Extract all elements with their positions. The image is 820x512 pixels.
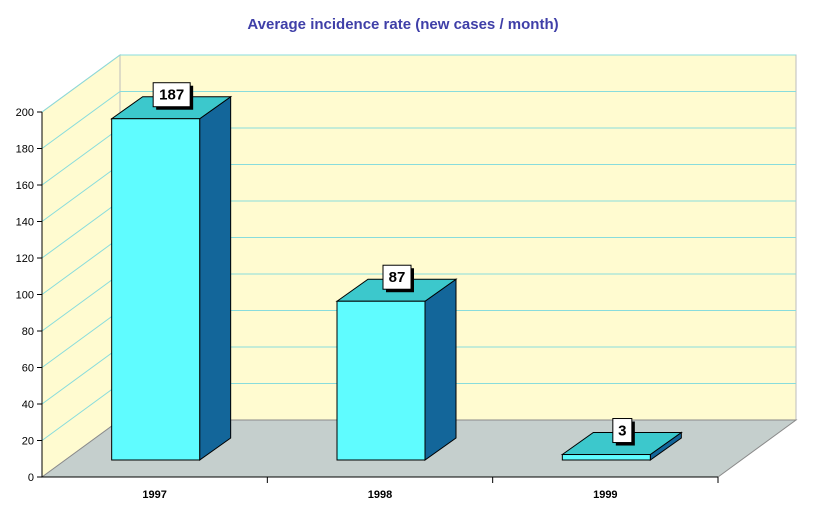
bar-front — [561, 454, 651, 461]
gridline — [41, 54, 796, 113]
gridline — [41, 91, 796, 149]
bar — [110, 95, 233, 461]
y-tick-label: 100 — [16, 290, 34, 302]
x-tick-label: 1999 — [593, 489, 617, 501]
data-label-box — [382, 264, 412, 290]
y-tick-label: 120 — [16, 253, 34, 265]
y-tick-label: 40 — [22, 399, 34, 411]
bar-front — [336, 300, 426, 461]
data-label-text: 87 — [389, 269, 406, 286]
y-tick-label: 80 — [22, 326, 34, 338]
x-tick-label: 1997 — [142, 489, 166, 501]
data-label-text: 3 — [618, 423, 626, 440]
data-label: 87 — [382, 264, 414, 293]
data-label-box — [612, 418, 633, 444]
bar-front — [111, 118, 201, 461]
y-tick-label: 180 — [16, 144, 34, 156]
chart-title: Average incidence rate (new cases / mont… — [247, 16, 559, 33]
axes: 0 20 40 60 80 100 120 140 160 180 200 1997 1998 1999 — [16, 107, 719, 501]
y-tick-label: 0 — [28, 472, 34, 484]
y-tick-label: 60 — [22, 363, 34, 375]
data-label: 187 — [152, 82, 194, 110]
y-tick-label: 160 — [16, 180, 34, 192]
bar — [335, 278, 458, 461]
data-label: 3 — [612, 418, 635, 446]
y-tick-label: 140 — [16, 217, 34, 229]
data-label-text: 187 — [159, 87, 184, 104]
bars — [110, 95, 683, 461]
data-label-box — [152, 82, 191, 108]
y-tick-label: 20 — [22, 436, 34, 448]
bar-side — [424, 278, 457, 461]
data-labels: 187 87 3 — [152, 82, 635, 446]
y-tick-label: 200 — [16, 107, 34, 119]
x-tick-label: 1998 — [368, 489, 392, 501]
bar-side — [199, 95, 232, 461]
